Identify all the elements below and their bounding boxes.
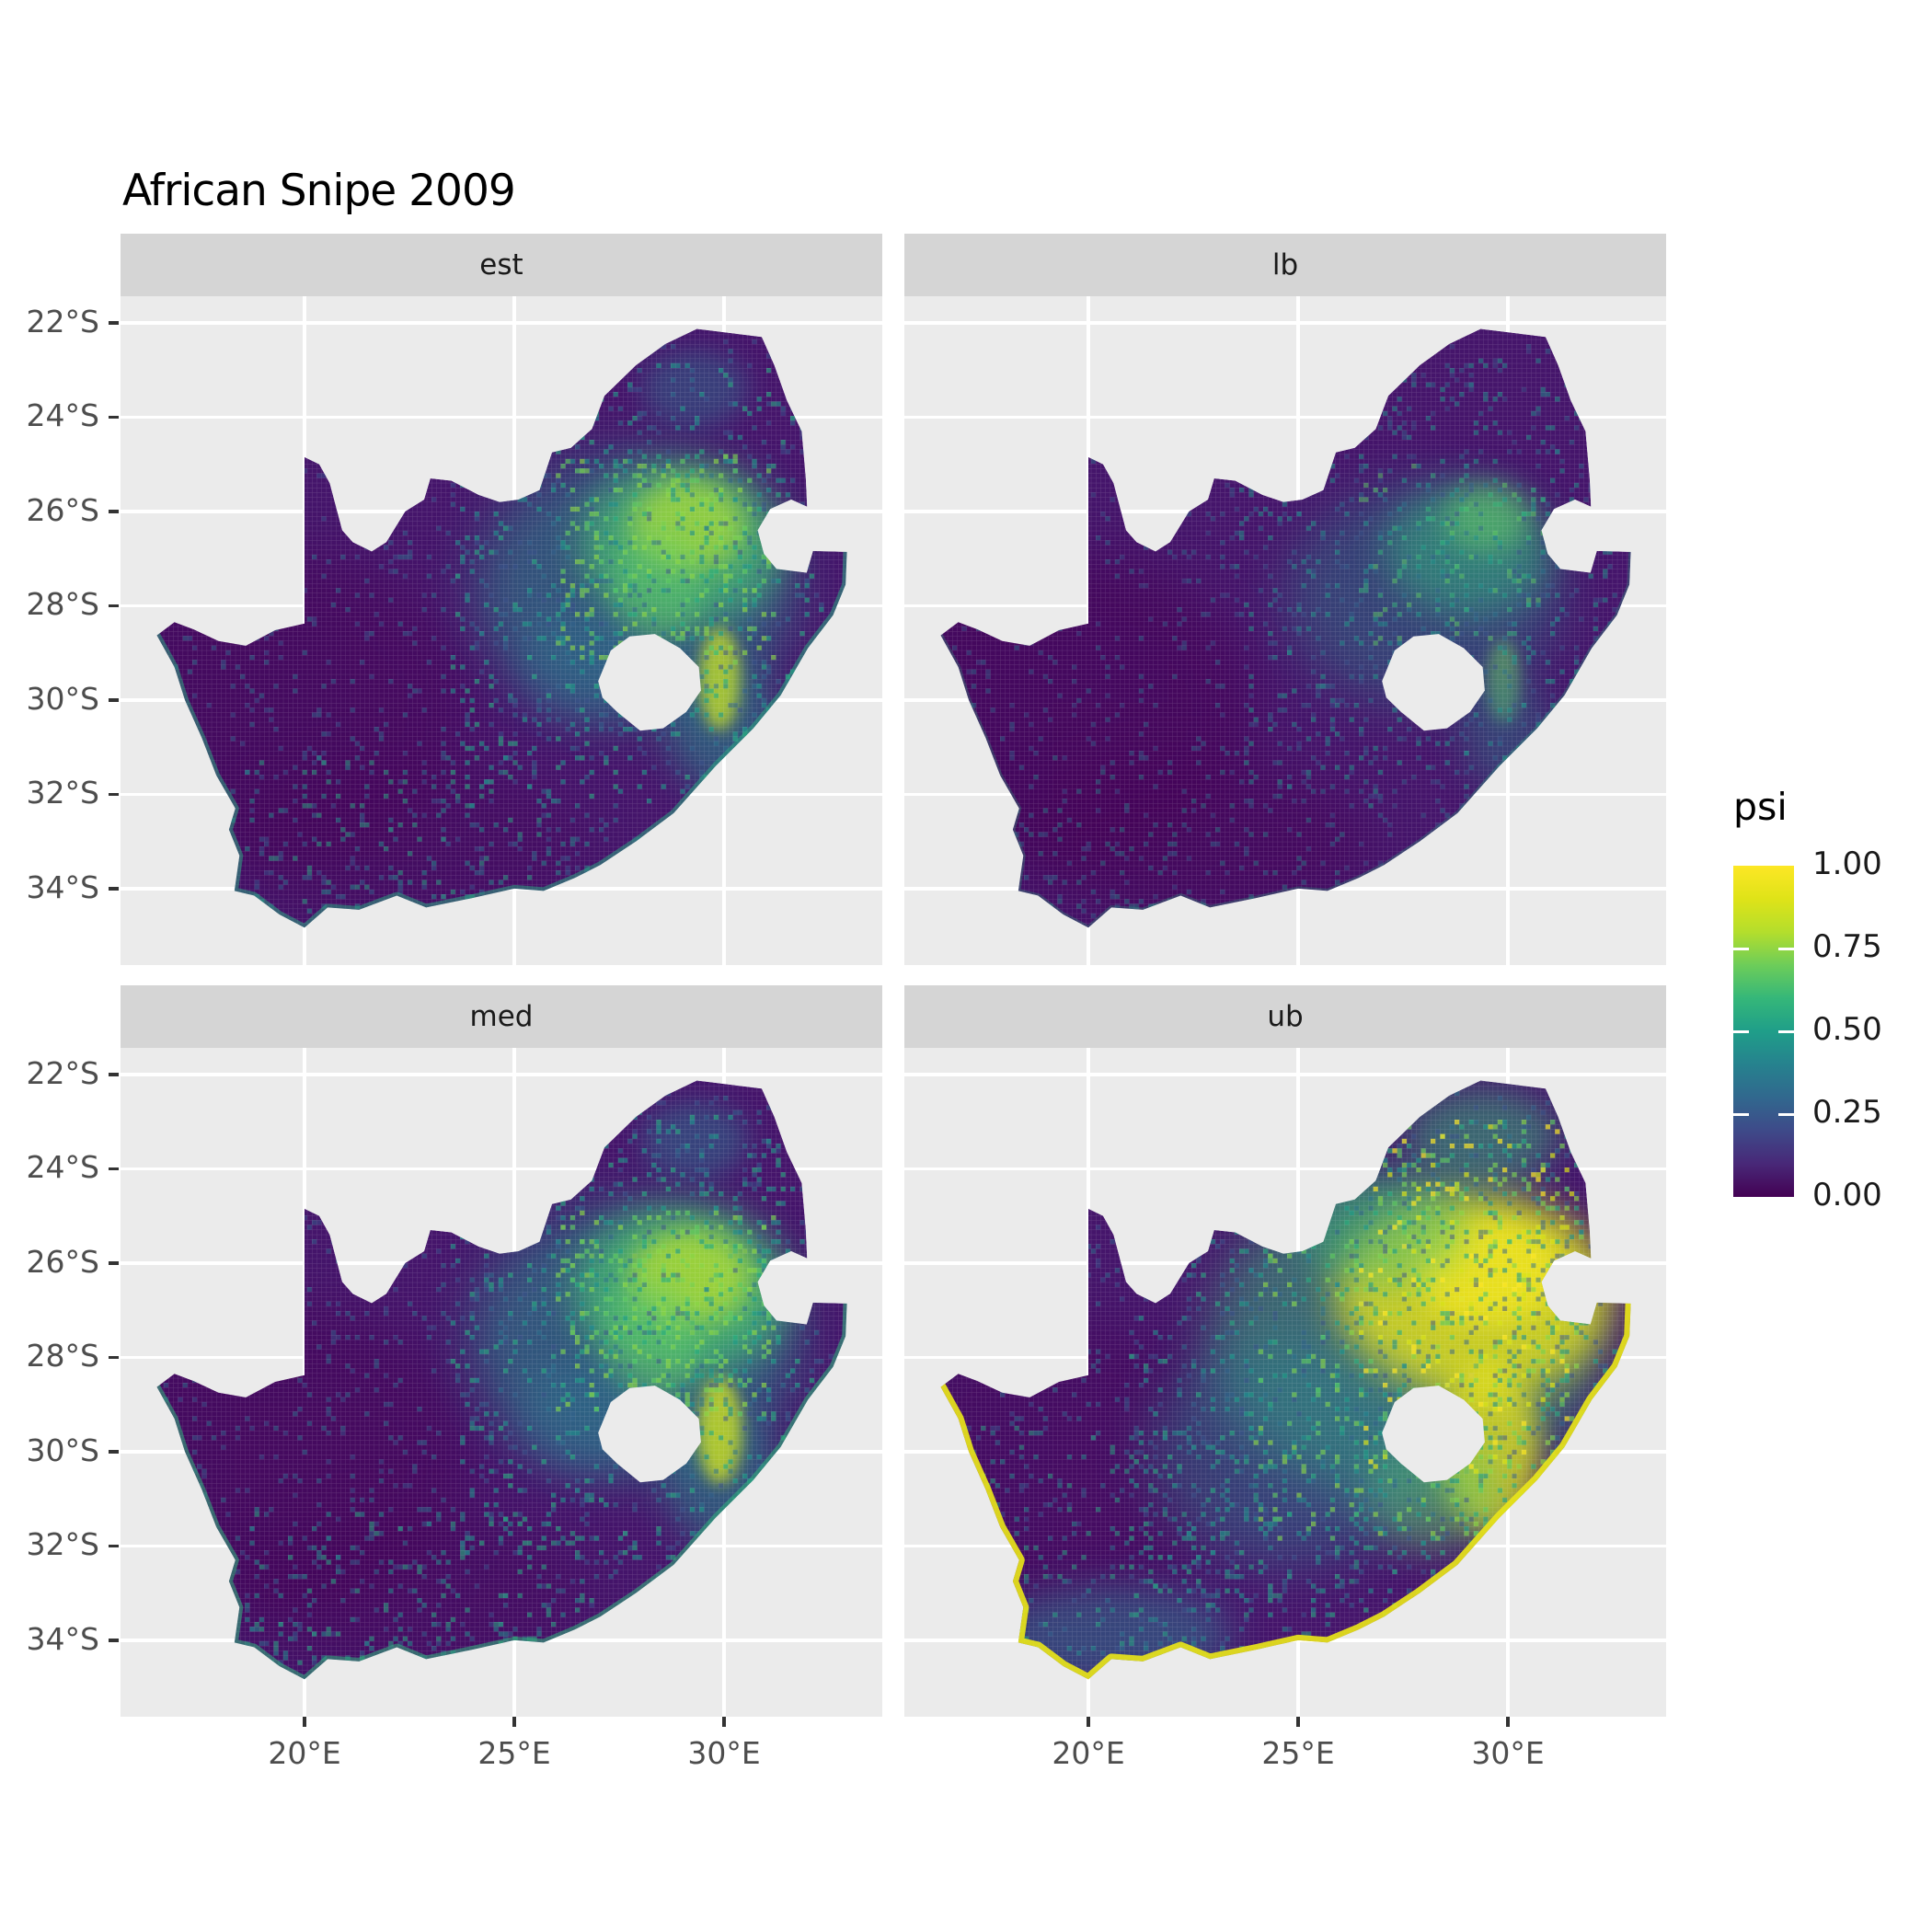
y-axis-label-26°S: 26°S <box>26 491 99 528</box>
legend-label-0.25: 0.25 <box>1812 1094 1882 1131</box>
facet-strip-label: med <box>469 1000 534 1033</box>
y-axis-tick-mark <box>109 1261 119 1265</box>
y-axis-label-34°S: 34°S <box>26 868 99 905</box>
gridline-24°S <box>121 1167 882 1171</box>
x-axis-tick-mark <box>303 1717 306 1727</box>
y-axis-label-30°S: 30°S <box>26 1432 99 1468</box>
y-axis-tick-mark <box>109 604 119 608</box>
facet-strip-ub: ub <box>904 985 1666 1048</box>
gridline-22°S <box>121 1073 882 1076</box>
choropleth-map-ub <box>940 1080 1631 1680</box>
legend-tick-mark <box>1733 947 1749 950</box>
legend-tick-mark <box>1733 1112 1749 1116</box>
legend-label-1.00: 1.00 <box>1812 845 1882 882</box>
y-axis-label-28°S: 28°S <box>26 586 99 623</box>
facet-strip-label: est <box>479 248 523 282</box>
x-axis-tick-mark <box>1087 1717 1090 1727</box>
gridline-24°S <box>121 415 882 420</box>
y-axis-label-22°S: 22°S <box>26 1054 99 1091</box>
x-axis-label-20°E: 20°E <box>268 1735 341 1771</box>
y-axis-label-24°S: 24°S <box>26 397 99 434</box>
y-axis-label-24°S: 24°S <box>26 1149 99 1186</box>
facet-panel-ub <box>904 1048 1666 1717</box>
y-axis-label-30°S: 30°S <box>26 680 99 717</box>
choropleth-map-est <box>156 328 847 928</box>
facet-strip-label: ub <box>1267 1000 1304 1033</box>
facet-strip-lb: lb <box>904 234 1666 296</box>
legend-tick-mark <box>1778 1112 1794 1116</box>
gridline-22°S <box>904 1073 1666 1076</box>
y-axis-label-28°S: 28°S <box>26 1338 99 1374</box>
gridline-22°S <box>904 321 1666 325</box>
y-axis-tick-mark <box>109 887 119 891</box>
gridline-24°S <box>904 1167 1666 1171</box>
gridline-22°S <box>121 321 882 325</box>
x-axis-tick-mark <box>1296 1717 1300 1727</box>
x-axis-label-25°E: 25°E <box>1261 1735 1335 1771</box>
x-axis-tick-mark <box>1506 1717 1510 1727</box>
facet-strip-med: med <box>121 985 882 1048</box>
y-axis-label-32°S: 32°S <box>26 775 99 811</box>
y-axis-tick-mark <box>109 792 119 797</box>
legend-tick-mark <box>1733 1029 1749 1033</box>
gridline-24°S <box>904 415 1666 420</box>
y-axis-tick-mark <box>109 510 119 513</box>
y-axis-label-34°S: 34°S <box>26 1620 99 1657</box>
y-axis-tick-mark <box>109 1544 119 1548</box>
legend-label-0.75: 0.75 <box>1812 928 1882 965</box>
y-axis-label-22°S: 22°S <box>26 303 99 339</box>
x-axis-label-25°E: 25°E <box>477 1735 551 1771</box>
facet-strip-label: lb <box>1271 248 1299 282</box>
legend-label-0.50: 0.50 <box>1812 1011 1882 1048</box>
legend-tick-mark <box>1778 947 1794 950</box>
legend-title: psi <box>1733 785 1788 829</box>
x-axis-tick-mark <box>722 1717 726 1727</box>
y-axis-tick-mark <box>109 698 119 702</box>
choropleth-map-med <box>156 1080 847 1680</box>
y-axis-tick-mark <box>109 1639 119 1642</box>
y-axis-tick-mark <box>109 1355 119 1360</box>
y-axis-tick-mark <box>109 1073 119 1076</box>
facet-panel-med <box>121 1048 882 1717</box>
x-axis-label-30°E: 30°E <box>687 1735 761 1771</box>
y-axis-tick-mark <box>109 415 119 420</box>
legend-tick-mark <box>1778 1029 1794 1033</box>
y-axis-label-26°S: 26°S <box>26 1243 99 1280</box>
y-axis-tick-mark <box>109 1167 119 1171</box>
x-axis-label-30°E: 30°E <box>1471 1735 1545 1771</box>
plot-title: African Snipe 2009 <box>122 166 516 216</box>
y-axis-tick-mark <box>109 1450 119 1454</box>
facet-panel-est <box>121 296 882 965</box>
x-axis-tick-mark <box>512 1717 516 1727</box>
y-axis-tick-mark <box>109 321 119 325</box>
y-axis-label-32°S: 32°S <box>26 1526 99 1563</box>
legend-label-0.00: 0.00 <box>1812 1177 1882 1213</box>
choropleth-map-lb <box>940 328 1631 928</box>
facet-panel-lb <box>904 296 1666 965</box>
x-axis-label-20°E: 20°E <box>1052 1735 1125 1771</box>
facet-strip-est: est <box>121 234 882 296</box>
